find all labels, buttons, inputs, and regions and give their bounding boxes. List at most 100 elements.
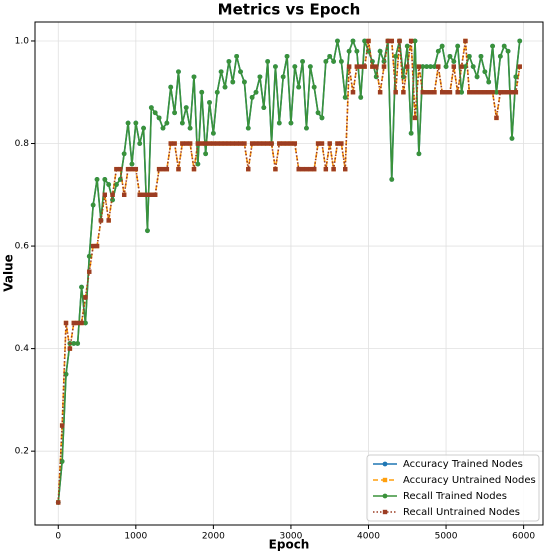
marker [393,90,398,95]
marker [459,89,464,95]
marker [176,166,181,172]
marker [218,69,224,75]
marker [187,125,193,131]
marker [261,105,267,111]
marker [207,100,212,105]
marker [222,84,228,90]
marker [420,64,426,70]
marker [56,500,61,505]
marker [300,166,305,172]
marker [509,135,515,141]
marker [311,84,317,90]
marker [486,90,491,95]
marker [210,130,216,136]
marker [463,38,468,44]
marker [249,141,255,146]
marker [176,69,181,75]
marker [277,141,282,146]
x-tick-label: 0 [55,532,61,542]
marker [129,166,135,172]
marker [71,341,77,346]
marker [83,295,88,300]
marker [373,74,379,80]
marker [362,38,368,44]
marker [439,43,445,49]
marker [362,64,367,69]
chart-title: Metrics vs Epoch [218,1,361,19]
marker [249,94,255,100]
marker [408,130,414,136]
x-tick-label: 2000 [202,532,225,542]
marker [517,38,523,44]
marker [505,48,511,54]
marker [203,141,208,146]
marker [98,218,104,223]
y-tick-label: 0.8 [15,139,30,149]
marker [133,166,139,172]
marker [292,64,298,70]
marker [502,90,507,95]
marker [370,64,375,69]
marker [195,161,201,167]
marker [230,79,236,85]
marker [339,141,344,146]
marker [486,79,492,85]
marker [269,141,274,146]
marker [257,141,263,146]
marker [265,59,271,64]
x-tick-label: 1000 [124,532,147,542]
marker [513,74,519,80]
marker [366,38,371,44]
marker [191,74,197,80]
marker [280,74,286,80]
marker [125,166,131,172]
marker [346,64,352,69]
marker [439,90,445,95]
marker [459,64,464,69]
marker [199,141,204,146]
legend-label: Recall Trained Nodes [403,491,507,502]
marker [494,89,499,95]
marker [168,84,174,90]
marker [145,192,150,197]
marker [253,89,259,95]
marker [447,90,453,95]
marker [490,90,495,95]
marker [172,110,178,116]
marker [312,166,317,172]
marker [404,43,410,49]
marker [296,84,302,90]
marker [288,141,294,146]
marker [67,346,73,351]
marker [156,166,162,172]
marker [261,141,266,146]
marker [342,94,348,100]
x-tick-label: 5000 [435,532,458,542]
marker [432,90,437,95]
marker [308,166,313,172]
marker [292,141,298,146]
marker [428,90,433,95]
marker [226,141,232,146]
marker [215,141,220,146]
marker [307,64,313,70]
marker [393,53,399,59]
marker [478,90,484,95]
marker [153,192,158,197]
legend-label: Accuracy Trained Nodes [403,459,523,470]
marker [300,59,305,64]
marker [350,38,356,44]
marker [242,79,247,85]
marker [284,141,290,146]
marker [160,166,166,172]
marker [412,115,418,121]
marker [436,64,441,69]
marker [467,90,472,95]
marker [451,59,457,64]
marker [106,218,111,223]
marker [230,141,235,146]
marker [498,90,503,95]
plot-frame [34,21,544,526]
series-line [57,38,521,503]
marker [420,90,425,95]
